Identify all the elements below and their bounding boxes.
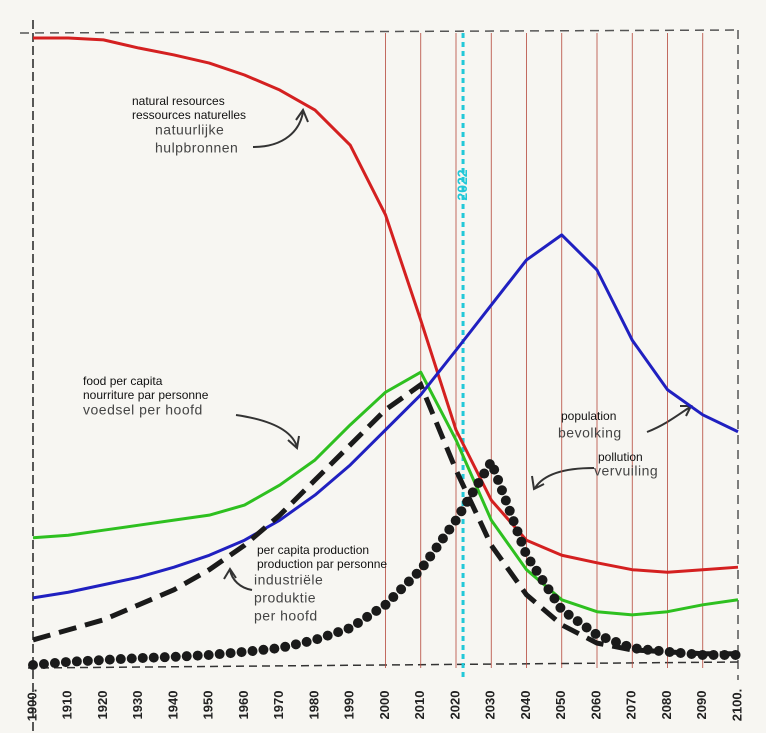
x-tick-label: 1930 — [130, 691, 145, 720]
series-label: population — [561, 409, 616, 423]
x-tick-label: 1980 — [306, 691, 321, 720]
series-line — [32, 233, 739, 600]
x-tick-label: 1900. — [24, 689, 39, 722]
series-label: hulpbronnen — [155, 140, 238, 156]
x-tick-label: 1910 — [60, 691, 75, 720]
series-label: natural resources — [132, 94, 225, 108]
x-tick-label: 2020 — [447, 691, 462, 720]
x-tick-label: 1960 — [236, 691, 251, 720]
series-label: nourriture par personne — [83, 388, 209, 402]
x-tick-label: 1950 — [201, 691, 216, 720]
series-label: bevolking — [558, 425, 622, 441]
x-tick-label: 2060 — [588, 691, 603, 720]
series-label: per hoofd — [254, 608, 318, 624]
x-tick-label: 2100. — [729, 689, 744, 722]
top-border — [19, 29, 741, 34]
arrow — [223, 567, 253, 591]
x-tick-label: 1990 — [342, 691, 357, 720]
series-line — [32, 370, 739, 617]
marker-label: 2022 — [454, 169, 470, 200]
series-label: vervuiling — [594, 463, 658, 479]
baseline — [27, 661, 741, 669]
series-line — [32, 380, 738, 657]
series-label: natuurlijke — [155, 122, 224, 138]
series-line — [33, 36, 739, 574]
series-label: per capita production — [257, 543, 369, 557]
series-label: produktie — [254, 590, 316, 606]
series-label: voedsel per hoofd — [83, 402, 203, 418]
x-tick-label: 2030 — [483, 691, 498, 720]
series-label: pollution — [598, 450, 643, 464]
x-tick-label: 1970 — [271, 691, 286, 720]
x-tick-label: 2040 — [518, 691, 533, 720]
x-tick-label: 2050 — [553, 691, 568, 720]
x-tick-label: 2090 — [694, 691, 709, 720]
x-tick-label: 2010 — [412, 691, 427, 720]
arrow — [252, 107, 309, 148]
x-tick-label: 1920 — [95, 691, 110, 720]
arrow — [531, 467, 595, 491]
x-tick-label: 2080 — [659, 691, 674, 720]
x-tick-label: 1940 — [165, 691, 180, 720]
series-label: ressources naturelles — [132, 108, 246, 122]
series-line — [28, 450, 743, 670]
x-tick-label: 2070 — [624, 691, 639, 720]
arrows — [223, 107, 693, 591]
x-tick-label: 2000 — [377, 691, 392, 720]
series-label: food per capita — [83, 374, 163, 388]
series-label: production par personne — [257, 557, 387, 571]
arrow — [235, 414, 300, 450]
series-label: industriële — [254, 572, 323, 588]
